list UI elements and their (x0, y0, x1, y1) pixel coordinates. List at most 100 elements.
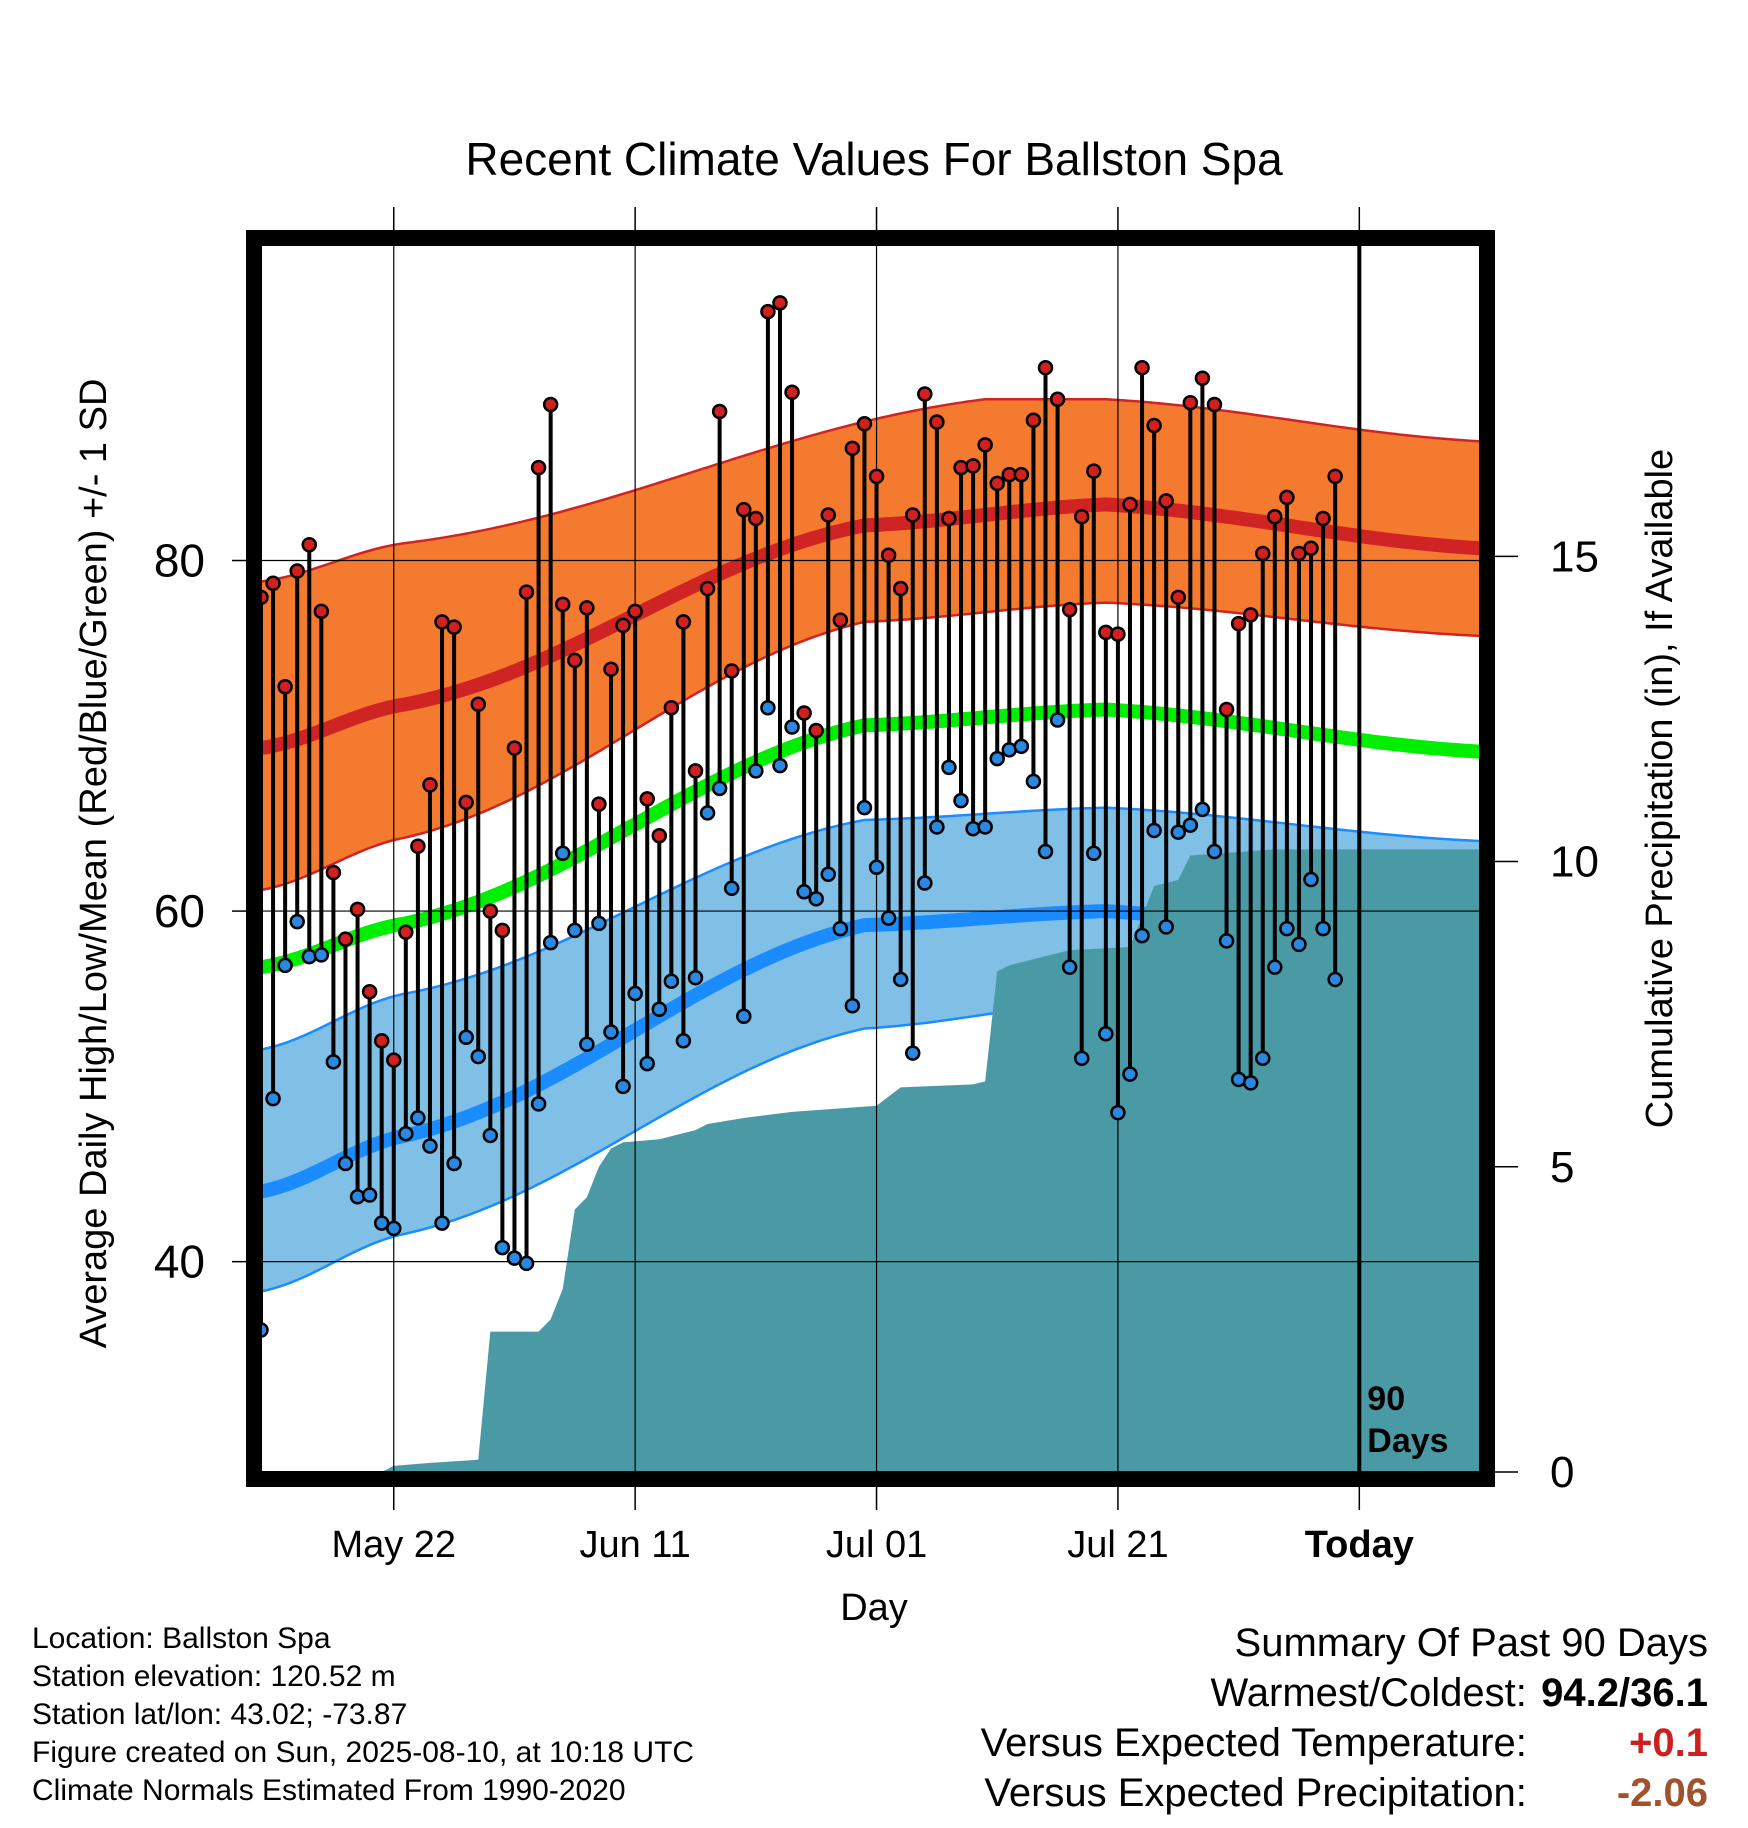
x-tick-label: Jul 21 (1067, 1524, 1168, 1566)
daily-high-point (989, 475, 1005, 492)
daily-low-point (675, 1033, 692, 1049)
daily-low-point (1327, 971, 1343, 988)
daily-high-point (1170, 589, 1187, 606)
daily-high-point (591, 796, 607, 812)
temp-label: Versus Expected Temperature: (980, 1721, 1527, 1765)
daily-low-point (1134, 927, 1150, 944)
daily-high-point (1025, 412, 1042, 429)
elevation-text: Station elevation: 120.52 m (32, 1660, 396, 1693)
daily-high-point (796, 705, 812, 721)
daily-high-point (615, 617, 631, 634)
daily-low-point (868, 859, 885, 876)
daily-high-point (518, 584, 535, 600)
x-tick-label: Jun 11 (580, 1524, 691, 1566)
daily-high-point (772, 295, 788, 311)
daily-low-point (1242, 1075, 1259, 1091)
climate-chart: Recent Climate Values For Ballston Spa 9… (73, 133, 1681, 1600)
daily-high-point (530, 459, 547, 476)
today-days-label: Days (1367, 1422, 1448, 1460)
daily-low-point (639, 1055, 655, 1072)
daily-high-point (1013, 466, 1030, 483)
summary-warm-cold: Warmest/Coldest: 94.2/36.1 (981, 1668, 1709, 1718)
daily-high-point (422, 777, 438, 793)
daily-low-point (1073, 1050, 1090, 1067)
daily-high-point (651, 827, 668, 844)
daily-low-point (1267, 959, 1283, 975)
daily-low-point (663, 973, 680, 989)
summary-precip: Versus Expected Precipitation: -2.06 (981, 1768, 1708, 1818)
daily-low-point (748, 763, 764, 779)
daily-low-point (1110, 1104, 1126, 1121)
daily-high-point (1218, 701, 1235, 718)
daily-low-point (1025, 773, 1042, 790)
daily-high-point (494, 922, 511, 939)
daily-high-point (1327, 468, 1343, 485)
daily-high-point (675, 614, 692, 630)
daily-low-point (591, 915, 607, 932)
daily-high-point (892, 580, 909, 597)
warm-cold-value: 94.2/36.1 (1541, 1671, 1708, 1715)
daily-high-point (579, 600, 595, 616)
y2-tick-label: 10 (1550, 838, 1599, 887)
x-tick-label: May 22 (331, 1524, 456, 1566)
x-axis-title: Day (840, 1590, 908, 1629)
daily-high-point (687, 763, 704, 779)
daily-low-point (1170, 824, 1187, 840)
daily-low-point (518, 1255, 535, 1272)
daily-high-point (386, 1052, 402, 1068)
y-axis-label: Average Daily High/Low/Mean (Red/Blue/Gr… (73, 379, 115, 1349)
daily-high-point (880, 547, 897, 564)
x-axis-label: Day (840, 1599, 908, 1600)
daily-high-point (941, 510, 957, 527)
daily-low-point (917, 875, 933, 891)
daily-low-point (1146, 822, 1162, 839)
daily-high-point (313, 603, 330, 620)
daily-high-point (470, 696, 486, 712)
daily-low-point (337, 1155, 354, 1172)
y-tick-label: 80 (154, 535, 205, 587)
daily-high-point (349, 901, 366, 918)
high-sd-lower-line (261, 601, 1480, 892)
plot-inner: 90 Days (261, 245, 1480, 1472)
daily-low-point (953, 792, 969, 809)
daily-low-point (458, 1029, 474, 1046)
daily-low-point (929, 819, 945, 835)
daily-low-point (1122, 1066, 1138, 1082)
daily-high-point (711, 403, 728, 420)
daily-high-point (784, 384, 800, 400)
daily-low-point (856, 799, 873, 816)
daily-low-point (1098, 1026, 1114, 1042)
daily-low-point (941, 759, 957, 776)
daily-high-point (917, 386, 933, 402)
daily-low-point (627, 985, 643, 1002)
daily-high-point (868, 468, 885, 485)
daily-low-point (844, 997, 861, 1014)
daily-high-point (844, 440, 861, 457)
daily-high-point (446, 619, 462, 635)
daily-high-point (1206, 396, 1223, 413)
daily-low-point (289, 913, 305, 930)
daily-high-point (1073, 508, 1090, 525)
daily-high-point (929, 414, 945, 430)
daily-high-point (856, 416, 873, 432)
daily-high-point (699, 580, 716, 597)
daily-high-point (603, 661, 619, 677)
y-tick-label: 40 (154, 1236, 205, 1288)
daily-low-point (1061, 959, 1078, 975)
daily-low-point (772, 757, 788, 774)
daily-low-point (699, 805, 716, 821)
daily-low-point (579, 1036, 595, 1053)
daily-high-point (567, 652, 583, 669)
daily-high-point (361, 983, 378, 1000)
daily-high-point (1061, 601, 1078, 618)
high-sd-band (261, 399, 1480, 891)
daily-low-point (361, 1187, 378, 1203)
daily-low-point (1206, 843, 1223, 860)
daily-high-point (904, 507, 921, 523)
daily-high-point (373, 1033, 390, 1049)
daily-high-point (542, 396, 559, 413)
daily-high-point (1182, 395, 1199, 411)
latlon-text: Station lat/lon: 43.02; -73.87 (32, 1698, 408, 1731)
daily-high-point (639, 791, 655, 807)
daily-high-point (1279, 489, 1295, 506)
